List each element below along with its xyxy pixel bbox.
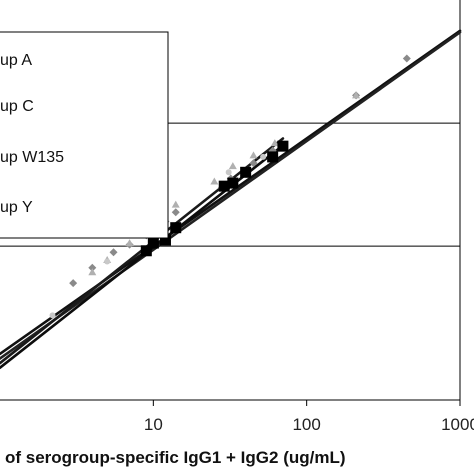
point-triangle-6	[210, 177, 219, 185]
data-points	[49, 54, 411, 319]
point-square-2	[147, 237, 159, 249]
point-circle-1	[49, 312, 56, 319]
x-tick-label-2: 100	[292, 415, 320, 434]
point-triangle-5	[171, 200, 180, 208]
point-triangle-9	[270, 139, 279, 147]
point-triangle-3	[125, 239, 134, 247]
x-axis-ticks: 10 100 1000	[144, 400, 474, 434]
legend-label-w135: up W135	[0, 149, 64, 166]
fit-line-2	[0, 31, 462, 360]
point-diamond-2	[88, 263, 97, 272]
legend-label-c: up C	[0, 98, 34, 115]
legend-label-y: up Y	[0, 199, 33, 216]
point-diamond-13	[402, 54, 411, 63]
legend-box	[0, 31, 169, 239]
point-triangle-8	[249, 151, 258, 159]
point-triangle-7	[228, 162, 237, 170]
point-square-9	[277, 140, 289, 152]
fit-line-1	[0, 29, 462, 356]
legend-label-a: up A	[0, 52, 32, 69]
point-circle-4	[225, 169, 232, 176]
point-diamond-10	[249, 159, 258, 168]
point-triangle-1	[88, 268, 97, 276]
point-circle-5	[260, 153, 267, 160]
x-tick-label-1: 10	[144, 415, 163, 434]
point-square-6	[227, 177, 239, 189]
point-square-4	[170, 222, 182, 234]
x-axis-label: of serogroup-specific IgG1 + IgG2 (ug/mL…	[5, 448, 346, 467]
point-diamond-1	[69, 279, 78, 288]
point-square-1	[140, 245, 152, 257]
point-square-3	[159, 234, 171, 246]
point-square-5	[218, 180, 230, 192]
point-diamond-3	[109, 248, 118, 257]
x-tick-label-3: 1000	[441, 415, 474, 434]
point-triangle-10	[352, 91, 361, 99]
point-square-8	[267, 151, 279, 163]
point-diamond-7	[171, 208, 180, 217]
point-square-7	[240, 166, 252, 178]
point-circle-2	[104, 258, 111, 265]
legend: up A up C up W135 up Y	[0, 31, 169, 239]
